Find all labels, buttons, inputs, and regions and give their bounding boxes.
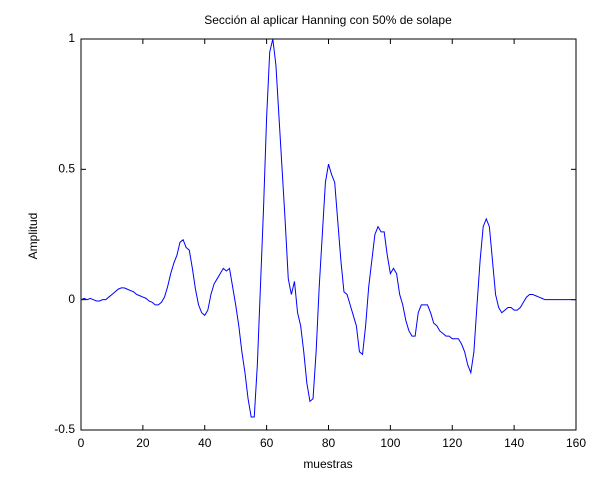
x-tick-label: 40 (198, 436, 212, 450)
y-axis-label: Amplitud (26, 213, 40, 260)
x-tick-label: 60 (260, 436, 274, 450)
x-tick-label: 0 (78, 436, 85, 450)
x-axis-label: muestras (303, 457, 352, 471)
x-tick-label: 120 (442, 436, 462, 450)
y-tick-label: 0.5 (58, 162, 75, 176)
x-tick-label: 20 (136, 436, 150, 450)
x-tick-label: 80 (322, 436, 336, 450)
y-tick-label: -0.5 (54, 422, 75, 436)
x-tick-label: 160 (566, 436, 586, 450)
chart-title: Sección al aplicar Hanning con 50% de so… (204, 13, 452, 27)
y-tick-label: 0 (68, 292, 75, 306)
x-tick-label: 140 (504, 436, 524, 450)
data-line (80, 38, 576, 418)
y-tick-label: 1 (68, 31, 75, 45)
x-tick-label: 100 (380, 436, 400, 450)
